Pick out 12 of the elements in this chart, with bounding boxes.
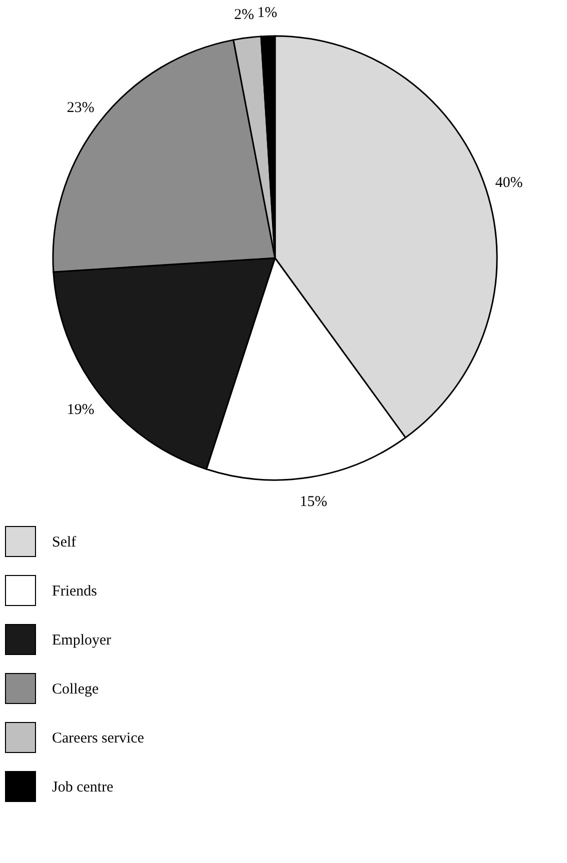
legend-label: Friends	[52, 584, 98, 600]
data-label: 40%	[495, 174, 523, 191]
legend-label: Employer	[52, 632, 112, 648]
legend-label: Job centre	[52, 780, 114, 796]
data-label: 19%	[66, 402, 94, 418]
data-label: 15%	[300, 494, 328, 510]
legend-label: Careers service	[52, 730, 144, 746]
data-label: 1%	[257, 5, 278, 22]
legend-label: Self	[52, 534, 76, 550]
data-label: 2%	[234, 6, 254, 23]
data-label: 23%	[66, 100, 94, 116]
legend-label: College	[52, 682, 99, 698]
